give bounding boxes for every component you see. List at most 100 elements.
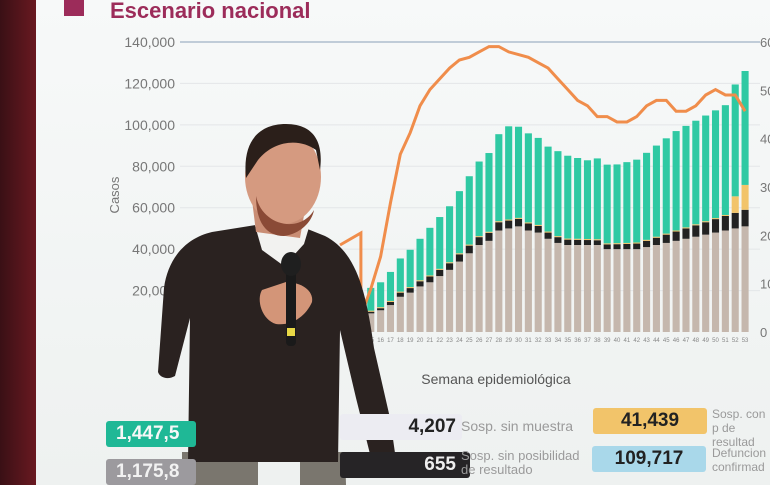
- bar-segment: [367, 313, 375, 332]
- bar-segment: [544, 146, 552, 232]
- bar-segment: [682, 125, 690, 228]
- x-tick-label: 18: [397, 338, 404, 344]
- bar-segment: [524, 222, 532, 224]
- y2-tick-label: 40: [760, 132, 770, 147]
- bar-segment: [534, 137, 542, 225]
- bar-segment: [386, 300, 395, 302]
- y2-tick-label: 10: [760, 277, 770, 292]
- bar-segment: [386, 271, 395, 301]
- bar-segment: [643, 240, 651, 248]
- bar-segment: [613, 243, 621, 245]
- bar-segment: [741, 209, 749, 227]
- x-tick-label: 46: [673, 338, 680, 344]
- y-axis-label: Casos: [107, 176, 122, 213]
- bar-segment: [652, 145, 660, 237]
- bar-segment: [386, 301, 395, 306]
- x-tick-label: 20: [417, 338, 424, 344]
- bar-segment: [564, 238, 572, 240]
- bar-segment: [583, 240, 592, 245]
- bar-segment: [455, 261, 463, 332]
- bar-segment: [741, 226, 749, 332]
- y-tick-label: 60,000: [132, 200, 175, 216]
- x-tick-label: 31: [525, 338, 532, 344]
- stat-pending: 41,439: [593, 408, 707, 434]
- bar-segment: [711, 219, 720, 233]
- bar-segment: [672, 231, 680, 241]
- trend-line: [339, 45, 747, 317]
- bar-segment: [367, 311, 375, 314]
- stat-no-result: 655: [340, 452, 470, 478]
- bar-segment: [495, 134, 503, 222]
- bar-segment: [416, 281, 424, 287]
- bar-segment: [436, 217, 444, 269]
- bar-segment: [702, 222, 710, 235]
- bar-segment: [731, 212, 739, 229]
- bar-segment: [386, 305, 395, 332]
- bar-segment: [475, 237, 483, 245]
- x-tick-label: 33: [545, 338, 552, 344]
- bar-segment: [465, 244, 473, 246]
- bar-segment: [485, 240, 493, 332]
- bar-segment: [583, 245, 592, 332]
- slide-title: Escenario nacional: [110, 0, 311, 23]
- bar-segment: [416, 286, 424, 332]
- bar-segment: [377, 282, 385, 308]
- stat-recovered: 1,175,8: [106, 459, 196, 485]
- bar-segment: [377, 307, 385, 309]
- x-tick-label: 38: [594, 338, 601, 344]
- x-tick-label: 35: [564, 338, 571, 344]
- y2-tick-label: 50: [760, 83, 770, 98]
- bar-segment: [465, 245, 473, 254]
- stat-deaths: 109,717: [592, 446, 706, 472]
- stat-confirmed-total: 1,447,5: [106, 421, 196, 447]
- x-tick-label: 40: [614, 338, 621, 344]
- bar-segment: [534, 225, 542, 233]
- bar-segment: [377, 310, 385, 332]
- bar-segment: [574, 245, 582, 332]
- bar-segment: [741, 184, 749, 210]
- stat-caption-no-sample: Sosp. sin muestra: [461, 418, 574, 434]
- bar-segment: [672, 230, 680, 232]
- bar-segment: [495, 221, 503, 223]
- y2-tick-label: 0: [760, 325, 767, 340]
- bar-segment: [485, 231, 493, 233]
- bar-segment: [662, 242, 670, 332]
- bar-segment: [485, 232, 493, 241]
- stat-caption-deaths: Defuncion confirmad: [712, 446, 767, 474]
- y2-tick-label: 30: [760, 180, 770, 195]
- bar-segment: [505, 126, 513, 220]
- bar-segment: [465, 253, 473, 332]
- bar-segment: [436, 276, 444, 332]
- bar-segment: [623, 242, 631, 244]
- bar-segment: [475, 245, 483, 332]
- stat-no-sample: 4,207: [340, 414, 462, 440]
- x-tick-label: 29: [505, 338, 512, 344]
- bar-segment: [514, 218, 523, 227]
- x-tick-label: 41: [624, 338, 631, 344]
- bar-segment: [652, 237, 660, 245]
- bar-segment: [682, 238, 690, 332]
- y2-tick-label: 20: [760, 228, 770, 243]
- bar-segment: [613, 164, 621, 244]
- bar-segment: [554, 151, 562, 237]
- bar-segment: [633, 249, 641, 332]
- x-tick-label: 32: [535, 338, 542, 344]
- bar-segment: [603, 249, 611, 332]
- bar-segment: [564, 239, 572, 245]
- x-tick-label: 37: [584, 338, 591, 344]
- bar-segment: [416, 238, 424, 281]
- bar-segment: [554, 236, 562, 238]
- bar-segment: [741, 71, 749, 185]
- bar-segment: [505, 220, 513, 229]
- bar-segment: [721, 216, 729, 231]
- bar-segment: [603, 244, 611, 250]
- x-tick-label: 19: [407, 338, 414, 344]
- bar-segment: [465, 176, 473, 245]
- bar-segment: [406, 287, 414, 289]
- x-tick-label: 36: [574, 338, 581, 344]
- x-tick-label: 44: [653, 338, 660, 344]
- bar-segment: [633, 159, 641, 243]
- bar-segment: [613, 249, 621, 332]
- bar-segment: [633, 242, 641, 244]
- speaker-hand: [259, 282, 313, 325]
